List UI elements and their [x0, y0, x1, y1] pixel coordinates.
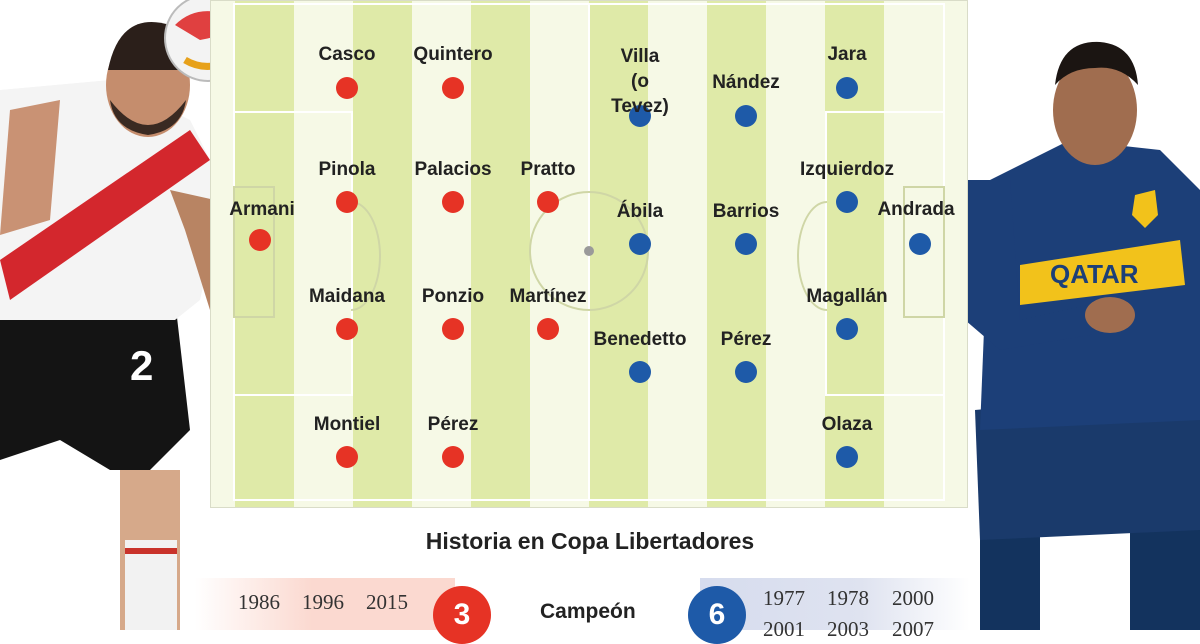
player-name: Barrios — [712, 201, 780, 222]
player-name: Nández — [712, 72, 780, 93]
player-name: Martínez — [509, 286, 587, 307]
boca-year: 1978 — [827, 586, 869, 610]
river-year: 1996 — [302, 590, 344, 614]
boca-titles-badge: 6 — [688, 586, 746, 644]
player-name: Quintero — [413, 44, 493, 65]
player-name: Palacios — [414, 159, 492, 180]
history-title: Historia en Copa Libertadores — [425, 528, 755, 554]
boca-player-dot — [629, 105, 651, 127]
player-name: Pérez — [720, 329, 772, 350]
player-name: Benedetto — [593, 329, 687, 350]
boca-player-dot — [836, 77, 858, 99]
river-player-dot — [442, 318, 464, 340]
center-spot — [584, 246, 594, 256]
river-player-dot — [537, 191, 559, 213]
river-player-dot — [537, 318, 559, 340]
river-player-photo: 2 — [0, 0, 252, 630]
player-name: Magallán — [806, 286, 888, 307]
player-name: Jara — [827, 44, 867, 65]
player-name: Pinola — [318, 159, 376, 180]
river-titles-badge: 3 — [433, 586, 491, 644]
player-name: Ábila — [616, 201, 664, 222]
river-player-dot — [249, 229, 271, 251]
player-name: Casco — [318, 44, 376, 65]
river-player-dot — [442, 446, 464, 468]
champion-label: Campeón — [540, 600, 636, 623]
boca-year: 1977 — [763, 586, 805, 610]
river-player-dot — [336, 446, 358, 468]
river-player-dot — [336, 191, 358, 213]
player-name: Olaza — [821, 414, 873, 435]
boca-player-dot — [629, 361, 651, 383]
boca-player-dot — [836, 318, 858, 340]
player-name: Izquierdoz — [800, 159, 894, 180]
boca-player-dot — [836, 191, 858, 213]
player-name: Montiel — [313, 414, 381, 435]
player-name: Pérez — [427, 414, 479, 435]
boca-player-dot — [735, 105, 757, 127]
boca-player-dot — [735, 233, 757, 255]
river-player-dot — [442, 77, 464, 99]
river-year: 2015 — [366, 590, 408, 614]
boca-player-dot — [629, 233, 651, 255]
boca-player-dot — [735, 361, 757, 383]
player-name: Maidana — [308, 286, 386, 307]
boca-player-dot — [836, 446, 858, 468]
svg-text:QATAR: QATAR — [1050, 259, 1139, 289]
river-player-dot — [336, 318, 358, 340]
player-name: Ponzio — [421, 286, 485, 307]
player-name: Andrada — [877, 199, 955, 220]
river-history-band — [195, 578, 455, 630]
boca-year: 2000 — [892, 586, 934, 610]
svg-text:2: 2 — [130, 342, 153, 389]
player-name: Pratto — [520, 159, 576, 180]
player-name: Villa (o Tevez) — [611, 46, 669, 117]
boca-player-photo: QATAR — [965, 41, 1200, 630]
river-player-dot — [442, 191, 464, 213]
river-player-dot — [336, 77, 358, 99]
player-name: Armani — [229, 199, 295, 220]
river-year: 1986 — [238, 590, 280, 614]
boca-player-dot — [909, 233, 931, 255]
